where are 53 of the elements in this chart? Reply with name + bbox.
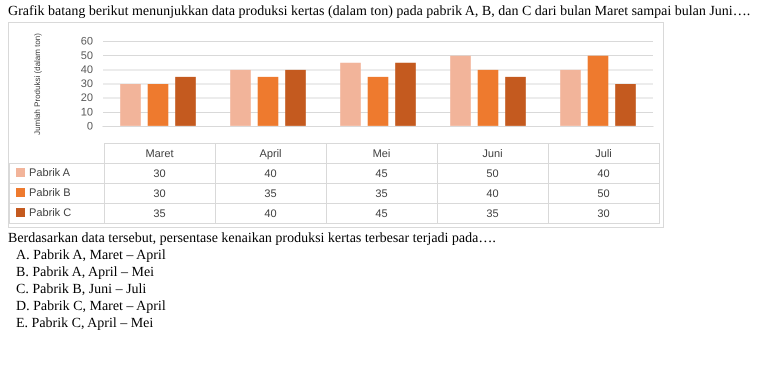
legend-label: Pabrik C [29, 206, 72, 219]
y-tick-label: 10 [80, 106, 93, 118]
data-label: 30 [104, 184, 215, 204]
bar [395, 62, 416, 126]
legend-label: Pabrik B [29, 186, 71, 199]
x-tick-label: Mei [326, 144, 437, 164]
data-label: 50 [548, 184, 659, 204]
text: B. Pabrik A, April – Mei [15, 264, 156, 281]
text: Berdasarkan data tersebut, persentase kenaikan produksi kertas terbesar terjadi pada…. [8, 230, 497, 247]
x-tick-label: Juni [437, 144, 548, 164]
bar [615, 84, 636, 126]
y-tick-label: 0 [86, 120, 93, 132]
y-tick-label: 20 [80, 92, 93, 104]
data-label: 40 [437, 184, 548, 204]
data-label: 30 [104, 164, 215, 184]
y-tick-label: 40 [80, 64, 93, 76]
bar [148, 84, 168, 126]
bar [560, 70, 581, 126]
data-label: 45 [326, 204, 437, 224]
data-label: 30 [548, 204, 659, 224]
text: C. Pabrik B, Juni – Juli [15, 281, 148, 298]
bar [230, 70, 251, 126]
y-tick-label: 30 [80, 78, 93, 90]
data-label: 35 [104, 204, 215, 224]
bar [175, 76, 196, 126]
bar [588, 56, 608, 126]
bar [258, 76, 278, 126]
x-tick-label: Maret [104, 144, 215, 164]
data-label: 50 [437, 164, 548, 184]
x-tick-label: April [215, 144, 326, 164]
bar [368, 76, 388, 126]
data-label: 40 [548, 164, 659, 184]
text: E. Pabrik C, April – Mei [15, 315, 154, 332]
data-label: 40 [215, 164, 326, 184]
bar [450, 56, 471, 126]
bar [285, 70, 306, 126]
text: D. Pabrik C, Maret – April [15, 298, 167, 315]
bar [505, 76, 526, 126]
bar [478, 70, 498, 126]
x-tick-label: Juli [548, 144, 659, 164]
data-label: 45 [326, 164, 437, 184]
data-label: 35 [437, 204, 548, 224]
legend-label: Pabrik A [29, 166, 70, 179]
data-label: 35 [326, 184, 437, 204]
data-label: 35 [215, 184, 326, 204]
text: A. Pabrik A, Maret – April [15, 247, 167, 264]
y-tick-label: 50 [80, 50, 93, 62]
y-tick-label: 60 [80, 36, 93, 48]
chart-title: Grafik batang berikut menunjukkan data produksi kertas (dalam ton) pada pabrik A, B, dan C dari bulan Maret sampai bulan Juni…. [8, 4, 752, 20]
bar [340, 62, 361, 126]
data-label: 40 [215, 204, 326, 224]
bar [120, 84, 141, 126]
y-axis-title: Jumlah Produksi (dalam ton) [33, 32, 42, 135]
